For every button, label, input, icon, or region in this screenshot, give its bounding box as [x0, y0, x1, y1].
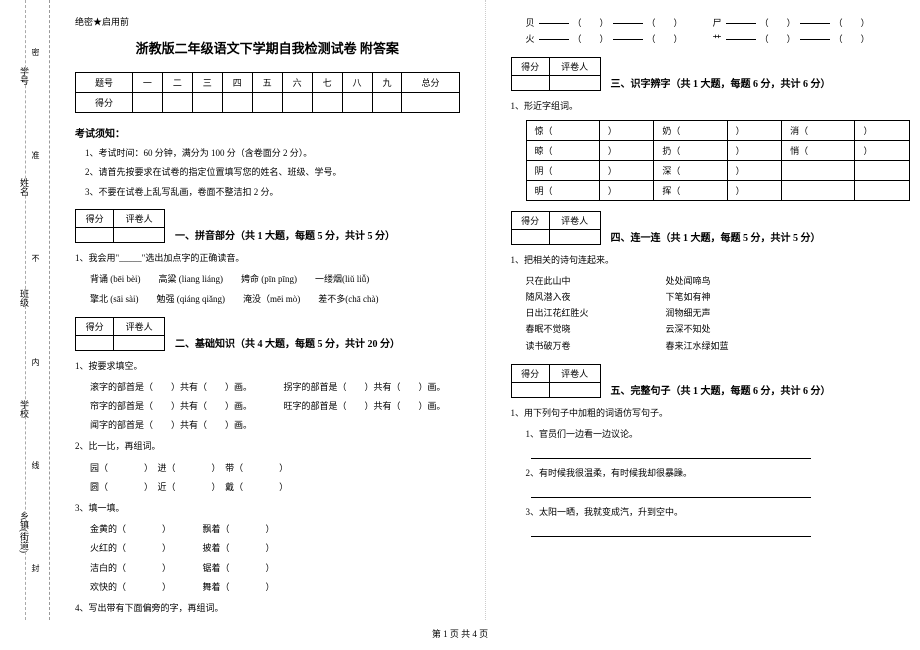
sentence-item: 1、官员们一边看一边议论。	[526, 426, 896, 442]
section-4-title: 四、连一连（共 1 大题，每题 5 分，共计 5 分）	[611, 229, 896, 244]
fill-line: 金黄的（ ） 飘着（ ）	[90, 521, 460, 537]
th: 二	[162, 73, 192, 93]
th: 四	[222, 73, 252, 93]
left-column: 绝密★启用前 浙教版二年级语文下学期自我检测试卷 附答案 题号 一 二 三 四 …	[50, 0, 486, 620]
td: 得分	[76, 93, 133, 113]
notice-title: 考试须知：	[75, 125, 460, 140]
section-3-title: 三、识字辨字（共 1 大题，每题 6 分，共计 6 分）	[611, 75, 896, 90]
question: 1、我会用"_____"选出加点字的正确读音。	[75, 250, 460, 266]
section-score-box: 得分评卷人	[511, 211, 601, 245]
sc: 得分	[511, 58, 549, 76]
section-score-box: 得分评卷人	[75, 209, 165, 243]
pinyin-line: 背诵 (bēi bèi) 高粱 (liang liáng) 娉命 (pīn pī…	[90, 271, 460, 287]
th: 三	[192, 73, 222, 93]
notice-item: 2、请首先按要求在试卷的指定位置填写您的姓名、班级、学号。	[75, 165, 460, 179]
question: 1、用下列句子中加粗的词语仿写句子。	[511, 405, 896, 421]
th: 五	[252, 73, 282, 93]
classified-label: 绝密★启用前	[75, 15, 460, 28]
radical-row: 火（ ）（ ） 艹（ ）（ ）	[526, 31, 896, 47]
fill-line: 帘字的部首是（ ）共有（ ）画。 旺字的部首是（ ）共有（ ）画。	[90, 398, 460, 414]
section-score-box: 得分评卷人	[511, 57, 601, 91]
notice-item: 1、考试时间：60 分钟，满分为 100 分（含卷面分 2 分）。	[75, 146, 460, 160]
char-table: 惊（）奶（）消（） 晾（）扔（）悄（） 阴（）深（） 明（）挥（）	[526, 120, 911, 201]
sentence-item: 2、有时候我很温柔，有时候我却很暴躁。	[526, 465, 896, 481]
answer-line	[531, 523, 811, 537]
binding-mark: 不	[30, 254, 41, 262]
th: 总分	[402, 73, 459, 93]
sc: 评卷人	[549, 58, 600, 76]
radical-row: 贝（ ）（ ） 尸（ ）（ ）	[526, 15, 896, 31]
question: 1、把相关的诗句连起来。	[511, 252, 896, 268]
binding-mark: 封	[30, 564, 41, 572]
fill-line: 火红的（ ） 披着（ ）	[90, 540, 460, 556]
fill-line: 欢快的（ ） 舞着（ ）	[90, 579, 460, 595]
section-2-title: 二、基础知识（共 4 大题，每题 5 分，共计 20 分）	[175, 335, 460, 350]
answer-line	[531, 445, 811, 459]
sc: 评卷人	[549, 364, 600, 382]
th: 一	[132, 73, 162, 93]
binding-margin: 密 准 不 内 线 封 学号 姓名 班级 学校 乡镇(街道)	[0, 0, 50, 620]
answer-line	[531, 484, 811, 498]
notice-item: 3、不要在试卷上乱写乱画，卷面不整洁扣 2 分。	[75, 185, 460, 199]
match-row: 只在此山中处处闻啼鸟	[526, 273, 896, 289]
section-score-box: 得分评卷人	[75, 317, 165, 351]
sc: 得分	[76, 210, 114, 228]
question: 1、形近字组词。	[511, 98, 896, 114]
sc: 得分	[511, 364, 549, 382]
page-footer: 第 1 页 共 4 页	[0, 627, 920, 640]
fill-line: 闻字的部首是（ ）共有（ ）画。	[90, 417, 460, 433]
th: 九	[372, 73, 402, 93]
right-column: 贝（ ）（ ） 尸（ ）（ ） 火（ ）（ ） 艹（ ）（ ） 得分评卷人 三、…	[486, 0, 920, 620]
sc: 得分	[76, 317, 114, 335]
th: 六	[282, 73, 312, 93]
section-1-title: 一、拼音部分（共 1 大题，每题 5 分，共计 5 分）	[175, 227, 460, 242]
pair-line: 圆（ ） 近（ ） 戴（ ）	[90, 479, 460, 495]
question: 1、按要求填空。	[75, 358, 460, 374]
binding-mark: 内	[30, 358, 41, 366]
sc: 得分	[511, 211, 549, 229]
question: 3、填一填。	[75, 500, 460, 516]
sc: 评卷人	[549, 211, 600, 229]
question: 2、比一比，再组词。	[75, 438, 460, 454]
sentence-item: 3、太阳一晒，我就变成汽，升到空中。	[526, 504, 896, 520]
section-5-title: 五、完整句子（共 1 大题，每题 6 分，共计 6 分）	[611, 382, 896, 397]
score-table: 题号 一 二 三 四 五 六 七 八 九 总分 得分	[75, 72, 460, 113]
binding-mark: 线	[30, 461, 41, 469]
sc: 评卷人	[114, 317, 165, 335]
binding-mark: 密	[30, 48, 41, 56]
section-score-box: 得分评卷人	[511, 364, 601, 398]
th: 七	[312, 73, 342, 93]
pinyin-line: 擎北 (sāi sài) 勉强 (qiáng qiǎng) 淹没（mēi mò)…	[90, 291, 460, 307]
match-row: 春眠不觉晓云深不知处	[526, 321, 896, 337]
sc: 评卷人	[114, 210, 165, 228]
th: 八	[342, 73, 372, 93]
match-row: 读书破万卷春来江水绿如蓝	[526, 338, 896, 354]
th: 题号	[76, 73, 133, 93]
exam-title: 浙教版二年级语文下学期自我检测试卷 附答案	[75, 38, 460, 57]
fill-line: 洁白的（ ） 锯着（ ）	[90, 560, 460, 576]
question: 4、写出带有下面偏旁的字，再组词。	[75, 600, 460, 616]
pair-line: 园（ ） 进（ ） 带（ ）	[90, 460, 460, 476]
fill-line: 滚字的部首是（ ）共有（ ）画。 拐字的部首是（ ）共有（ ）画。	[90, 379, 460, 395]
match-row: 日出江花红胜火润物细无声	[526, 305, 896, 321]
match-row: 随风潜入夜下笔如有神	[526, 289, 896, 305]
binding-mark: 准	[30, 151, 41, 159]
